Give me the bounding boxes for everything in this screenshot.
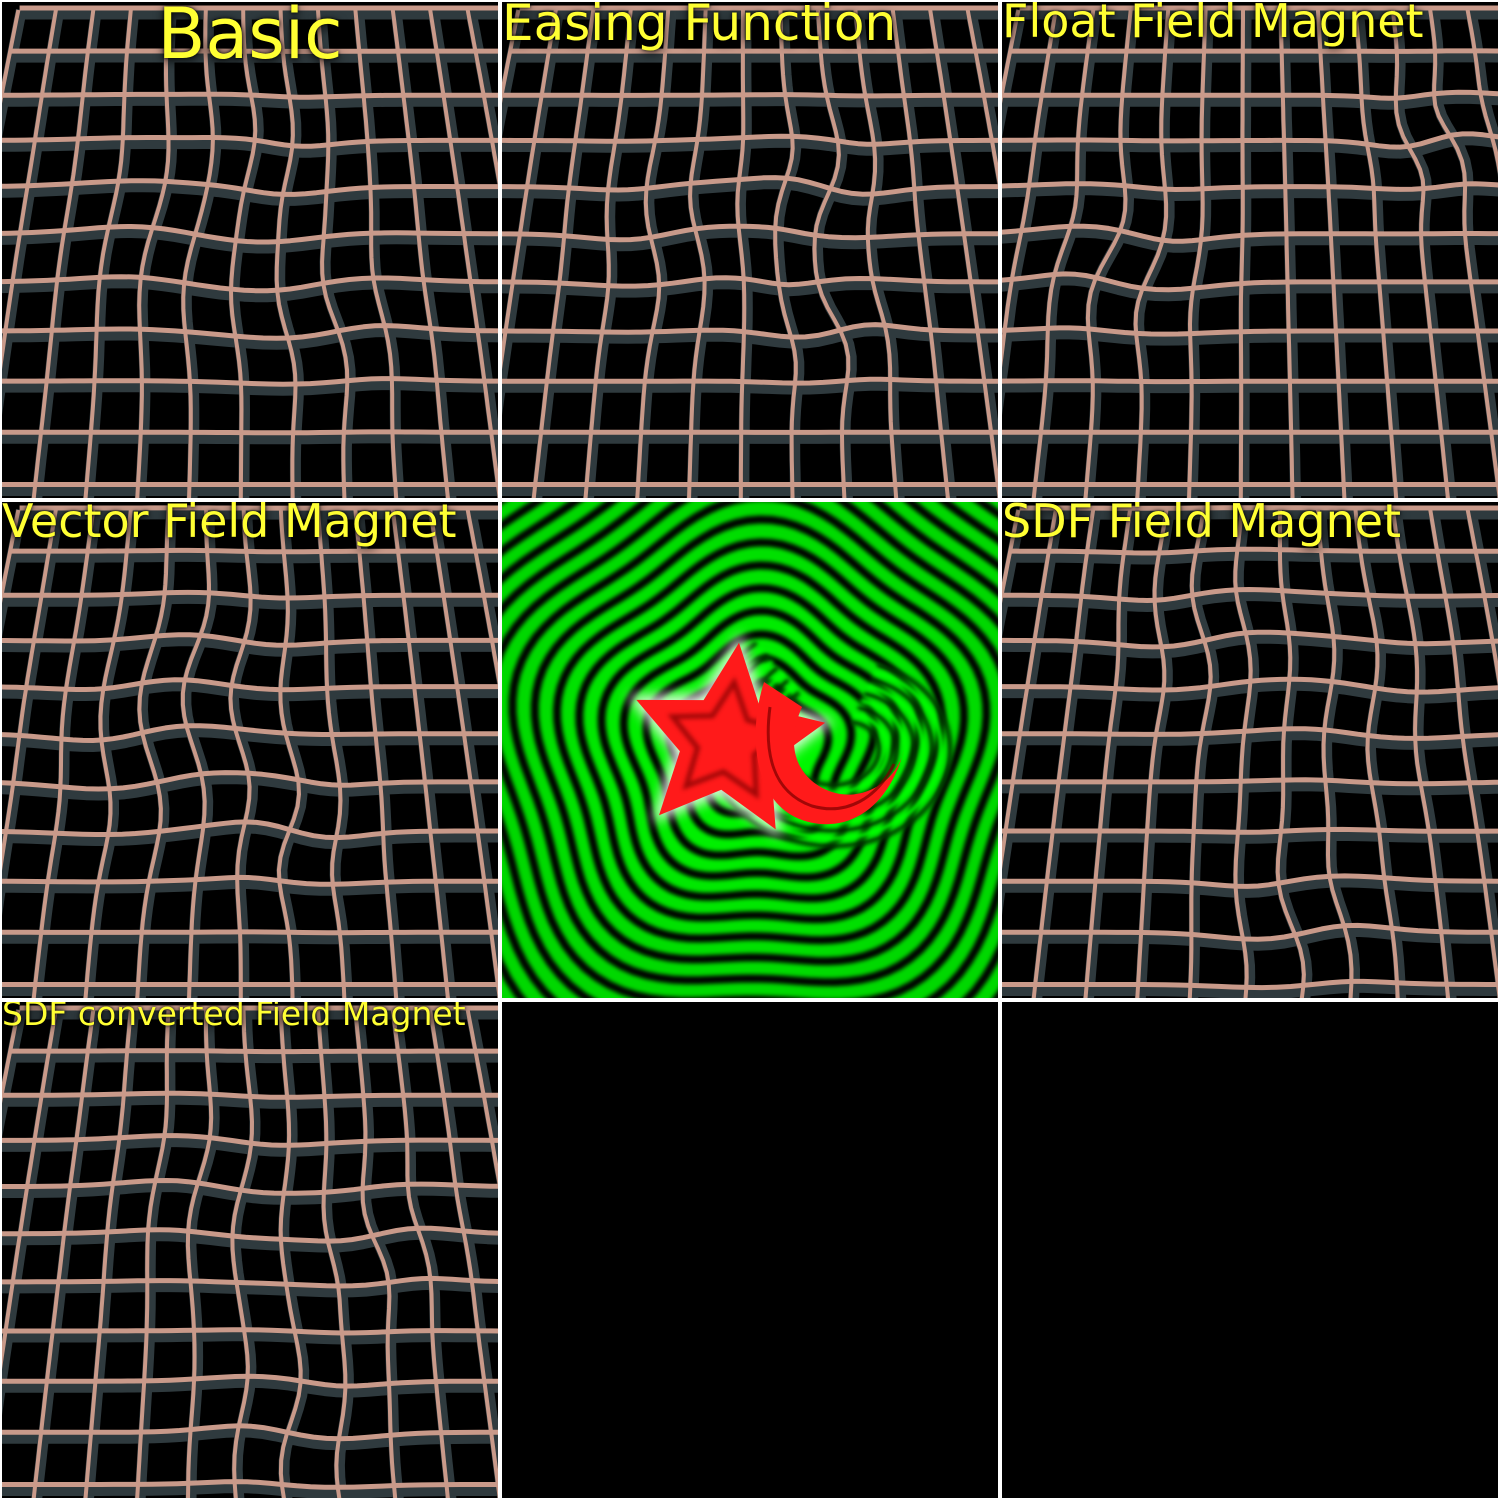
warped-grid-easing — [502, 5, 998, 498]
panel-empty-1 — [502, 1002, 998, 1498]
panel-field-visualization — [502, 502, 998, 998]
panel-easing-function: Easing Function — [502, 2, 998, 498]
star-sdf-shape — [627, 632, 904, 839]
panel-basic: Basic — [2, 2, 498, 498]
warped-grid-float — [1002, 5, 1498, 498]
warped-grid-basic — [2, 5, 498, 498]
warped-grid-vector — [2, 505, 498, 998]
panel-empty-2 — [1002, 1002, 1498, 1498]
panel-vector-field-magnet: Vector Field Magnet — [2, 502, 498, 998]
panel-sdf-converted-field-magnet: SDF converted Field Magnet — [2, 1002, 498, 1498]
field-visualization — [502, 502, 998, 998]
panel-float-field-magnet: Float Field Magnet — [1002, 2, 1498, 498]
field-contour-rings — [502, 502, 998, 998]
warped-grid-sdf — [1002, 505, 1498, 998]
panel-sdf-field-magnet: SDF Field Magnet — [1002, 502, 1498, 998]
warped-grid-sdf-converted — [2, 1005, 498, 1498]
